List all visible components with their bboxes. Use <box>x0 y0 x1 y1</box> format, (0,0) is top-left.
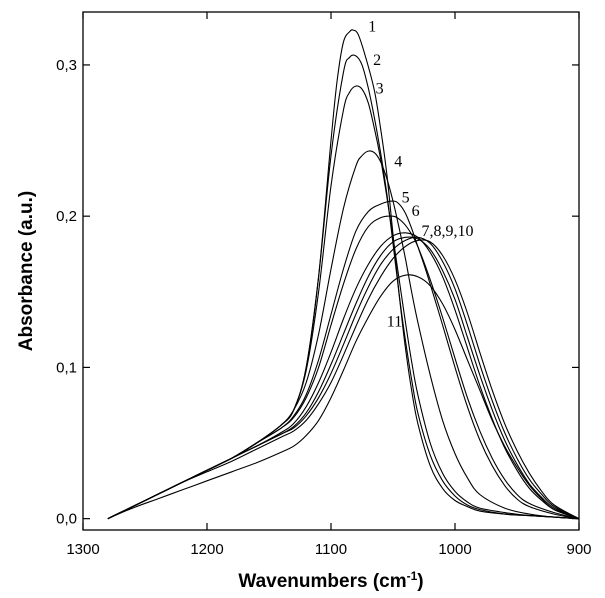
spectrum-curve-5 <box>107 200 580 520</box>
y-tick-label-0: 0,0 <box>56 511 77 528</box>
spectrum-curve-1 <box>107 29 580 520</box>
spectrum-curve-6 <box>107 215 580 520</box>
x-tick-label-4: 900 <box>566 541 591 558</box>
y-tick-label-3: 0,3 <box>56 57 77 74</box>
x-axis-title-suffix: ) <box>417 571 423 592</box>
curve-label-3: 3 <box>376 81 384 98</box>
spectrum-curve-8 <box>107 236 580 520</box>
curve-label-4: 4 <box>394 153 402 170</box>
curve-label-1: 1 <box>368 19 376 36</box>
curve-labels: 1 2 3 4 567,8,9,10 11 <box>368 19 473 331</box>
spectra-curves <box>107 29 580 520</box>
curve-label-6: 6 <box>412 203 420 220</box>
y-tick-label-1: 0,1 <box>56 359 77 376</box>
x-tick-label-3: 1000 <box>438 541 471 558</box>
curve-label-5: 5 <box>402 190 410 207</box>
spectrum-curve-7 <box>107 232 580 520</box>
curve-label-7: 7,8,9,10 <box>422 223 474 240</box>
spectrum-curve-9 <box>107 236 580 520</box>
tick-labels: 1300 1200 1100 1000 900 0,0 0,1 0,2 0,3 <box>56 57 591 558</box>
spectrum-curve-10 <box>107 239 580 520</box>
y-axis-title: Absorbance (a.u.) <box>16 191 37 351</box>
x-tick-label-0: 1300 <box>66 541 99 558</box>
x-axis-title-main: Wavenumbers (cm <box>238 571 406 592</box>
x-tick-label-2: 1100 <box>315 541 347 558</box>
x-axis-title-sup: -1 <box>407 569 418 583</box>
x-axis-title: Wavenumbers (cm-1) <box>238 569 423 592</box>
curve-label-8: 11 <box>387 314 402 331</box>
spectrum-curve-2 <box>107 54 580 520</box>
spectrum-curve-11 <box>107 274 580 520</box>
y-tick-label-2: 0,2 <box>56 208 77 225</box>
x-tick-label-1: 1200 <box>190 541 223 558</box>
curve-label-2: 2 <box>373 52 381 69</box>
